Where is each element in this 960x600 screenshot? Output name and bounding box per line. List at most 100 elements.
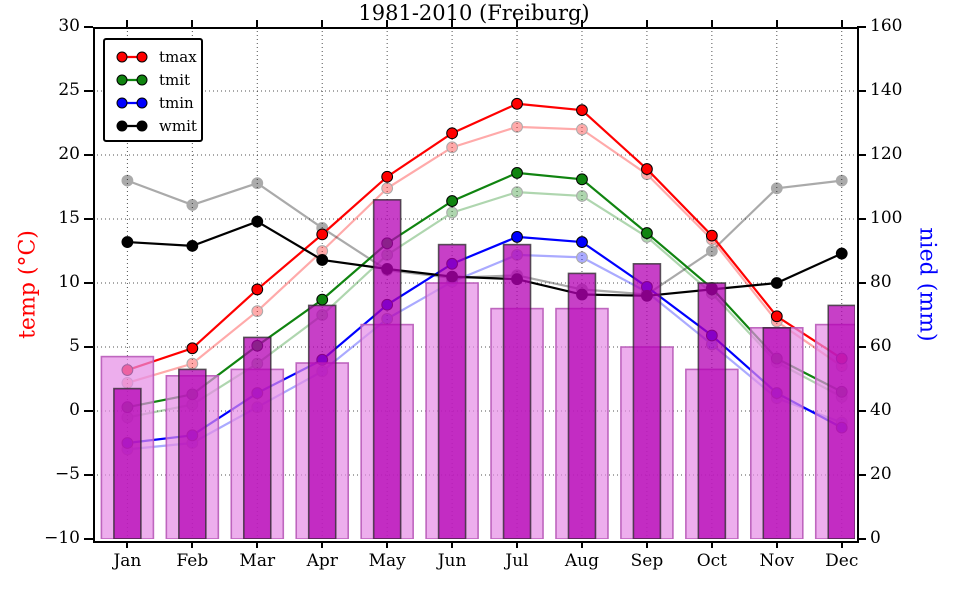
axis-tick xyxy=(386,541,389,548)
x-tick-label-mar: Mar xyxy=(239,551,276,571)
legend-item-tmin: tmin xyxy=(114,91,201,114)
wmit-line-swatch-icon xyxy=(116,120,148,131)
axis-tick xyxy=(645,541,648,548)
axis-tick xyxy=(84,26,93,28)
tmin-line-swatch-icon xyxy=(116,97,148,108)
axis-tick xyxy=(451,541,454,548)
precip-bar-nied-dark xyxy=(307,304,337,539)
x-tick-label-feb: Feb xyxy=(176,551,209,571)
x-tick-label-oct: Oct xyxy=(696,551,727,571)
plot-canvas xyxy=(93,27,855,539)
right-tick-label: 40 xyxy=(870,400,892,420)
axis-tick xyxy=(857,474,866,476)
precip-bar-nied-dark xyxy=(437,243,467,539)
axis-tick xyxy=(386,20,389,27)
data-point-marker xyxy=(511,231,523,243)
data-point-marker xyxy=(381,182,394,195)
axis-tick xyxy=(857,282,866,284)
left-tick-label: −10 xyxy=(44,528,80,548)
axis-tick xyxy=(256,20,259,27)
legend-label: tmin xyxy=(159,93,194,112)
axis-tick xyxy=(645,20,648,27)
right-tick-label: 20 xyxy=(870,464,892,484)
x-tick-label-aug: Aug xyxy=(564,551,600,571)
right-tick-label: 100 xyxy=(870,208,903,228)
left-tick-label: 5 xyxy=(69,336,80,356)
axis-tick xyxy=(775,20,778,27)
data-line-tmax-faded xyxy=(121,120,848,389)
axis-tick xyxy=(710,20,713,27)
axis-tick xyxy=(857,90,866,92)
right-tick-label: 60 xyxy=(870,336,892,356)
data-point-marker xyxy=(511,167,523,179)
left-tick-label: 10 xyxy=(58,272,80,292)
axis-tick xyxy=(516,541,519,548)
left-tick-label: 0 xyxy=(69,400,80,420)
data-point-marker xyxy=(770,310,783,323)
precip-bar-nied-dark xyxy=(697,282,727,539)
data-point-marker xyxy=(251,215,264,228)
left-tick-label: 20 xyxy=(58,144,80,164)
left-tick-label: 15 xyxy=(58,208,80,228)
axis-tick xyxy=(84,90,93,92)
data-point-marker xyxy=(446,206,459,219)
axis-tick xyxy=(516,20,519,27)
axis-tick xyxy=(857,410,866,412)
legend-label: tmit xyxy=(159,70,191,89)
data-point-marker xyxy=(770,182,783,195)
axis-tick xyxy=(84,282,93,284)
x-tick-label-apr: Apr xyxy=(306,551,338,571)
precip-bar-nied-dark xyxy=(502,243,532,539)
x-tick-label-dec: Dec xyxy=(825,551,859,571)
legend-label: tmax xyxy=(159,47,197,66)
data-line-wmit-faded xyxy=(121,174,848,301)
axis-tick xyxy=(451,20,454,27)
axis-tick xyxy=(580,541,583,548)
axis-tick xyxy=(84,218,93,220)
data-point-marker xyxy=(121,236,134,248)
axis-tick xyxy=(840,20,843,27)
data-point-marker xyxy=(446,127,459,140)
x-tick-label-may: May xyxy=(368,551,406,571)
right-tick-label: 160 xyxy=(870,16,903,36)
plot-area-frame xyxy=(93,27,859,543)
axis-tick xyxy=(126,20,129,27)
right-tick-label: 120 xyxy=(870,144,903,164)
data-point-marker xyxy=(576,236,588,248)
data-point-marker xyxy=(251,177,264,190)
precip-bar-nied-dark xyxy=(372,199,402,539)
precip-bar-nied-dark xyxy=(827,304,855,539)
left-tick-label: −5 xyxy=(54,464,80,484)
data-line xyxy=(127,179,842,296)
data-point-marker xyxy=(316,254,329,266)
axis-tick xyxy=(857,538,866,540)
data-point-marker xyxy=(705,229,718,242)
data-point-marker xyxy=(576,123,588,136)
precip-bar-nied-dark xyxy=(762,326,792,539)
left-tick-label: 30 xyxy=(58,16,80,36)
precip-bar-nied-dark xyxy=(567,272,597,539)
precip-bar-nied-dark xyxy=(113,387,142,539)
axis-tick xyxy=(857,218,866,220)
data-line xyxy=(127,125,843,384)
x-tick-label-jan: Jan xyxy=(113,551,142,571)
axis-tick xyxy=(191,20,194,27)
data-point-marker xyxy=(576,251,588,264)
data-point-marker xyxy=(121,174,134,187)
data-point-marker xyxy=(446,141,459,154)
data-point-marker xyxy=(835,247,848,260)
axis-tick xyxy=(580,20,583,27)
data-line-wmit xyxy=(121,215,848,302)
x-tick-label-nov: Nov xyxy=(759,551,795,571)
data-point-marker xyxy=(641,227,653,239)
legend-label: wmit xyxy=(159,116,197,135)
data-point-marker xyxy=(576,104,588,117)
tmax-line-swatch-icon xyxy=(116,51,148,62)
data-point-marker xyxy=(576,190,588,202)
precip-bar-nied-dark xyxy=(242,336,272,539)
x-tick-label-jul: Jul xyxy=(505,551,529,571)
legend-item-wmit: wmit xyxy=(114,114,201,137)
legend-item-tmit: tmit xyxy=(114,68,201,91)
x-tick-label-jun: Jun xyxy=(437,551,467,571)
